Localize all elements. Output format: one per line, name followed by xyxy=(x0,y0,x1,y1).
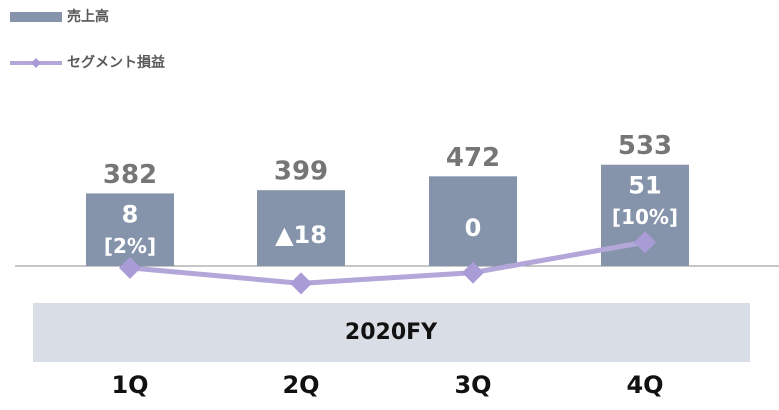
line-marker xyxy=(462,261,484,284)
bar-value-label: 533 xyxy=(618,131,672,161)
bar xyxy=(86,193,174,266)
group-label: 2020FY xyxy=(345,320,438,345)
bar-value-label: 382 xyxy=(103,160,157,190)
legend-bar-swatch xyxy=(10,12,62,22)
x-tick-label: 1Q xyxy=(111,371,148,399)
bar xyxy=(257,190,345,266)
line-value-label: 51 xyxy=(628,172,661,200)
line-marker xyxy=(290,272,312,295)
x-tick-label: 2Q xyxy=(282,371,319,399)
line-marker xyxy=(634,231,656,254)
x-tick-label: 4Q xyxy=(626,371,663,399)
margin-label: [2%] xyxy=(104,234,156,258)
line-marker xyxy=(119,256,141,279)
margin-label: [10%] xyxy=(612,205,678,229)
x-tick-label: 3Q xyxy=(454,371,491,399)
group-band xyxy=(33,303,750,362)
bar-value-label: 472 xyxy=(446,143,500,173)
line-value-label: 0 xyxy=(465,214,482,242)
line-value-label: 8 xyxy=(122,200,139,228)
legend-label: セグメント損益 xyxy=(67,54,165,71)
legend-marker xyxy=(31,58,41,68)
bar xyxy=(429,176,517,266)
legend-label: 売上高 xyxy=(67,8,109,25)
bar-value-label: 399 xyxy=(274,157,328,187)
line-value-label: ▲18 xyxy=(275,221,327,249)
line xyxy=(129,239,646,286)
